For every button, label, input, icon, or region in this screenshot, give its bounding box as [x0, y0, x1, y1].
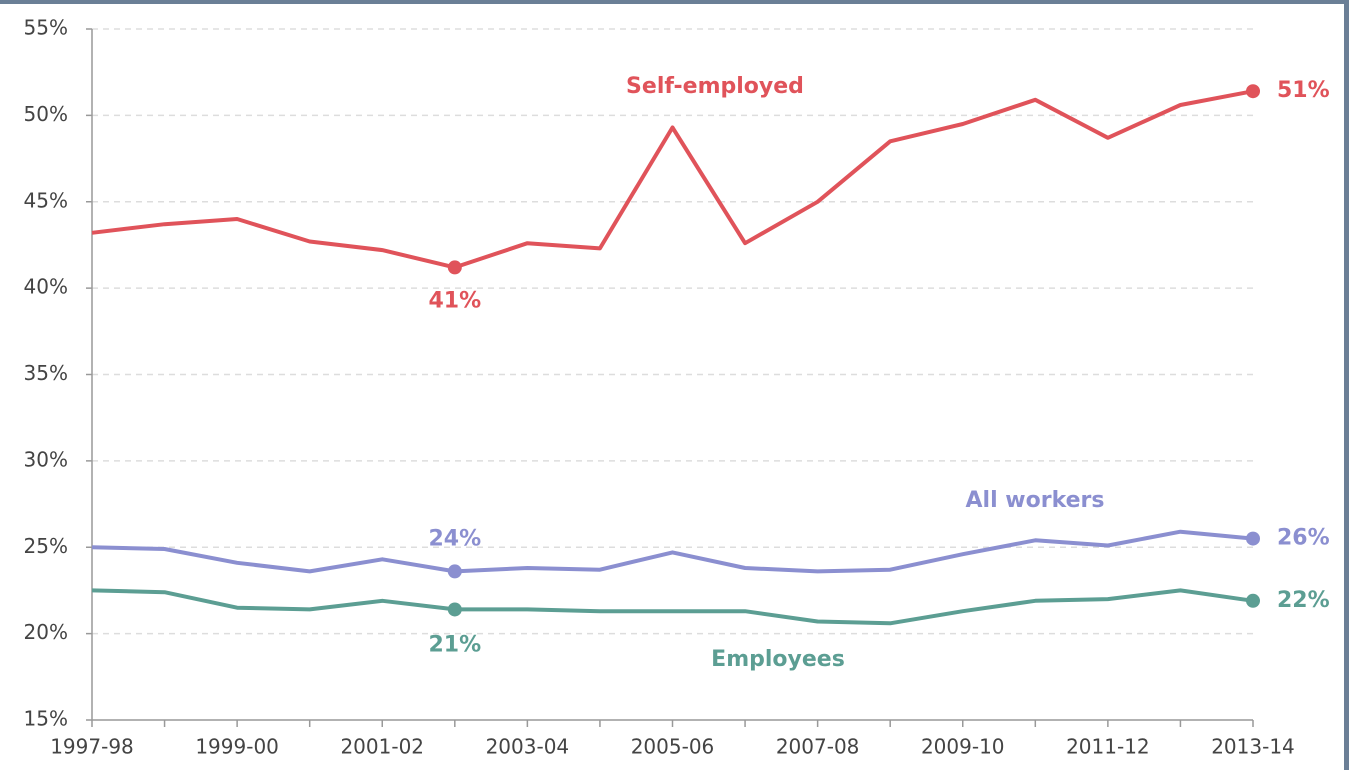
y-tick-label: 55%	[24, 16, 68, 40]
y-tick-label: 15%	[24, 707, 68, 731]
x-tick-label: 2005-06	[631, 735, 715, 759]
x-tick-label: 2001-02	[340, 735, 424, 759]
x-tick-label: 2013-14	[1211, 735, 1295, 759]
series-label: All workers	[966, 488, 1105, 513]
y-tick-label: 40%	[24, 275, 68, 299]
x-tick-label: 2011-12	[1066, 735, 1150, 759]
x-tick-label: 1999-00	[195, 735, 279, 759]
x-tick-label: 1997-98	[50, 735, 134, 759]
point-marker	[447, 564, 462, 579]
series-label: Employees	[711, 647, 845, 672]
y-tick-label: 25%	[24, 534, 68, 558]
y-tick-label: 45%	[24, 188, 68, 212]
y-tick-label: 20%	[24, 620, 68, 644]
series-line	[91, 89, 1254, 270]
point-marker	[447, 260, 462, 275]
point-marker	[1246, 531, 1260, 546]
point-marker	[447, 602, 462, 617]
y-tick-label: 50%	[24, 102, 68, 126]
value-label: 41%	[428, 288, 481, 313]
y-tick-label: 35%	[24, 361, 68, 385]
point-marker	[1246, 593, 1260, 608]
value-label: 21%	[428, 632, 481, 657]
value-label: 24%	[428, 526, 481, 551]
series-label: Self-employed	[626, 74, 804, 99]
y-tick-label: 30%	[24, 447, 68, 471]
x-tick-label: 2003-04	[486, 735, 570, 759]
value-label: 26%	[1277, 526, 1330, 551]
frame-top	[0, 0, 1349, 4]
value-label: 51%	[1277, 78, 1330, 103]
series-line	[91, 529, 1254, 574]
x-tick-label: 2007-08	[776, 735, 860, 759]
x-tick-label: 2009-10	[921, 735, 1005, 759]
value-label: 22%	[1277, 588, 1330, 613]
point-marker	[1246, 84, 1260, 99]
series-line	[91, 588, 1254, 626]
frame-right	[1344, 0, 1349, 770]
